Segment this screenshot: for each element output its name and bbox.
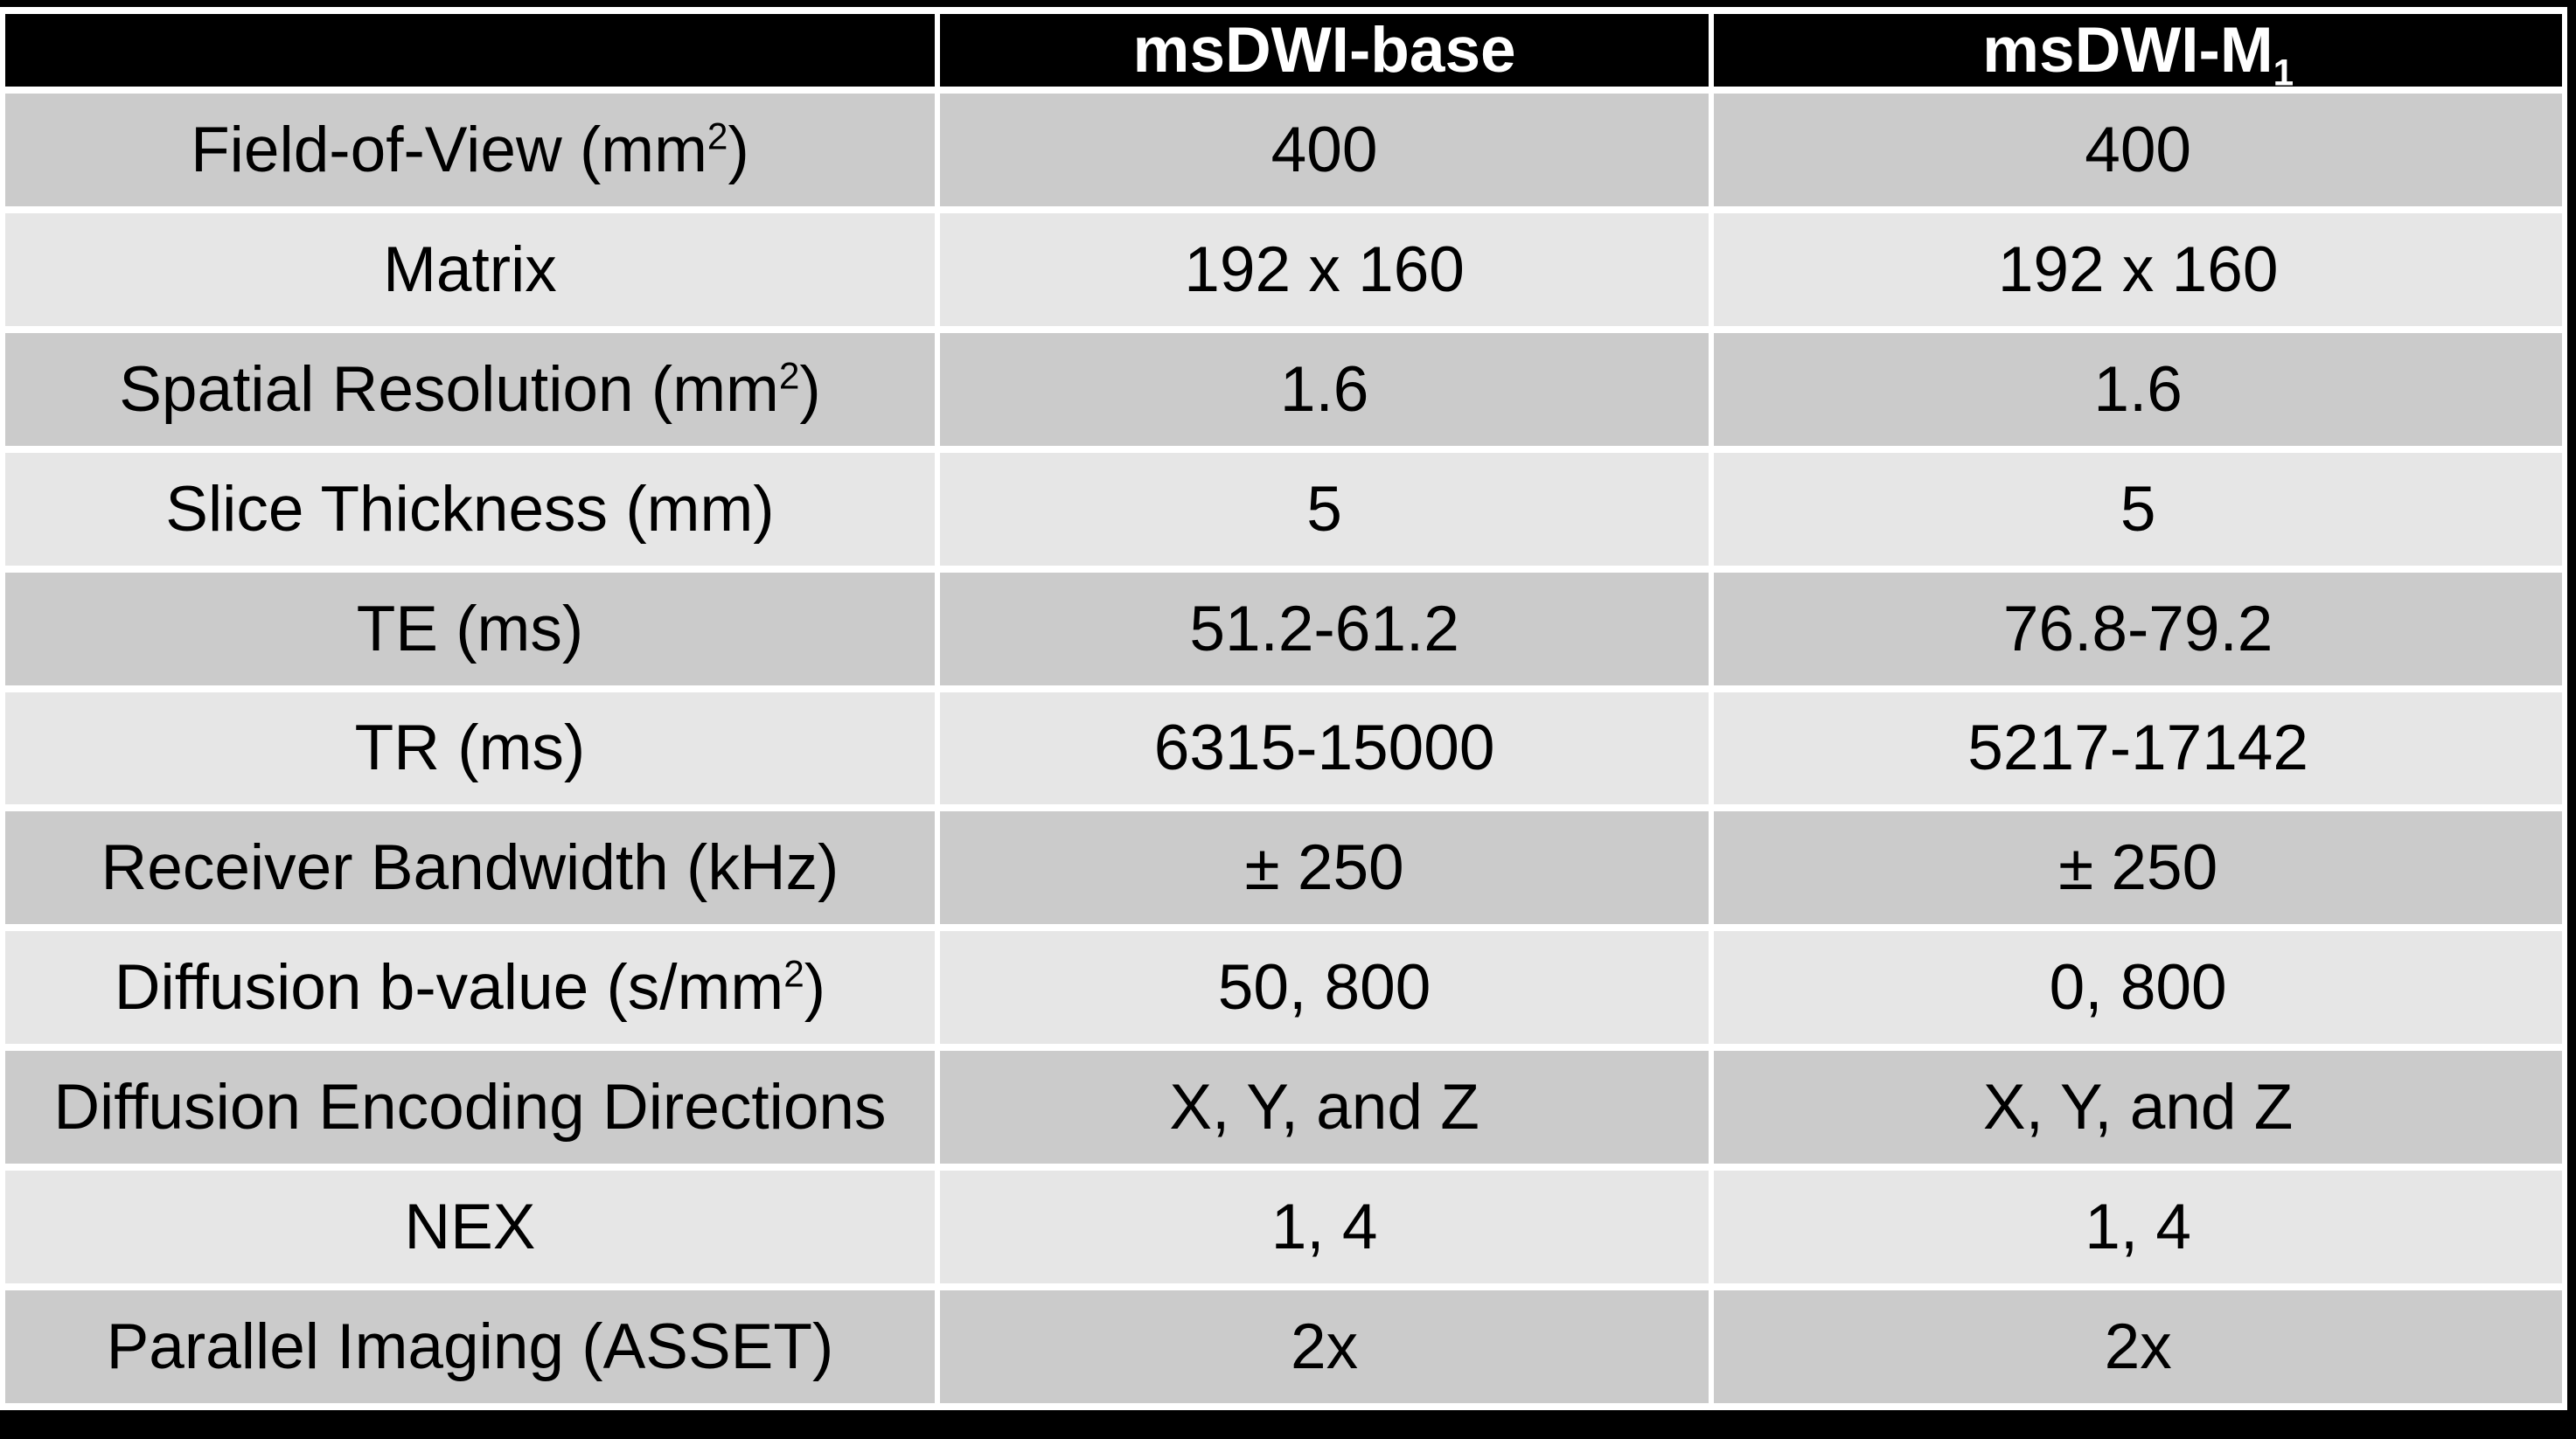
row-label: TR (ms) <box>5 692 935 805</box>
cell-value: 2x <box>939 1290 1709 1403</box>
header-cell-msdwi-m1: msDWI-M1 <box>1714 14 2562 87</box>
cell-value: 1.6 <box>1714 332 2562 446</box>
table-row: Field-of-View (mm2) 400 400 <box>5 94 2562 206</box>
header-row: msDWI-base msDWI-M1 <box>5 14 2562 87</box>
cell-value: 1, 4 <box>1714 1171 2562 1284</box>
cell-value: ± 250 <box>1714 811 2562 925</box>
cell-value: 50, 800 <box>939 931 1709 1045</box>
row-label: TE (ms) <box>5 572 935 685</box>
table-row: Matrix 192 x 160 192 x 160 <box>5 212 2562 326</box>
mri-protocol-table: msDWI-base msDWI-M1 Field-of-View (mm2) 4… <box>0 7 2567 1410</box>
cell-value: 76.8-79.2 <box>1714 572 2562 685</box>
cell-value: 400 <box>939 94 1709 206</box>
cell-value: 0, 800 <box>1714 931 2562 1045</box>
row-label: Diffusion b-value (s/mm2) <box>5 931 935 1045</box>
row-label: Matrix <box>5 212 935 326</box>
row-label: Spatial Resolution (mm2) <box>5 332 935 446</box>
row-label: NEX <box>5 1171 935 1284</box>
cell-value: 1, 4 <box>939 1171 1709 1284</box>
table-row: Parallel Imaging (ASSET) 2x 2x <box>5 1290 2562 1403</box>
header-cell-empty <box>5 14 935 87</box>
cell-value: 192 x 160 <box>939 212 1709 326</box>
row-label: Diffusion Encoding Directions <box>5 1051 935 1164</box>
cell-value: ± 250 <box>939 811 1709 925</box>
table-row: Receiver Bandwidth (kHz) ± 250 ± 250 <box>5 811 2562 925</box>
cell-value: X, Y, and Z <box>1714 1051 2562 1164</box>
table-row: TR (ms) 6315-15000 5217-17142 <box>5 692 2562 805</box>
table-surface: msDWI-base msDWI-M1 Field-of-View (mm2) 4… <box>0 7 2567 1410</box>
row-label: Slice Thickness (mm) <box>5 452 935 566</box>
table-row: Diffusion b-value (s/mm2) 50, 800 0, 800 <box>5 931 2562 1045</box>
table-row: Slice Thickness (mm) 5 5 <box>5 452 2562 566</box>
cell-value: 400 <box>1714 94 2562 206</box>
header-cell-msdwi-base: msDWI-base <box>939 14 1709 87</box>
table-row: Diffusion Encoding Directions X, Y, and Z… <box>5 1051 2562 1164</box>
cell-value: 5 <box>939 452 1709 566</box>
row-label: Field-of-View (mm2) <box>5 94 935 206</box>
cell-value: 5217-17142 <box>1714 692 2562 805</box>
table-body: Field-of-View (mm2) 400 400 Matrix 192 x 160… <box>5 94 2562 1403</box>
table-header: msDWI-base msDWI-M1 <box>5 14 2562 87</box>
table-row: NEX 1, 4 1, 4 <box>5 1171 2562 1284</box>
cell-value: 5 <box>1714 452 2562 566</box>
cell-value: X, Y, and Z <box>939 1051 1709 1164</box>
cell-value: 51.2-61.2 <box>939 572 1709 685</box>
cell-value: 6315-15000 <box>939 692 1709 805</box>
row-label: Parallel Imaging (ASSET) <box>5 1290 935 1403</box>
cell-value: 2x <box>1714 1290 2562 1403</box>
cell-value: 1.6 <box>939 332 1709 446</box>
row-label: Receiver Bandwidth (kHz) <box>5 811 935 925</box>
table-row: Spatial Resolution (mm2) 1.6 1.6 <box>5 332 2562 446</box>
cell-value: 192 x 160 <box>1714 212 2562 326</box>
table-row: TE (ms) 51.2-61.2 76.8-79.2 <box>5 572 2562 685</box>
